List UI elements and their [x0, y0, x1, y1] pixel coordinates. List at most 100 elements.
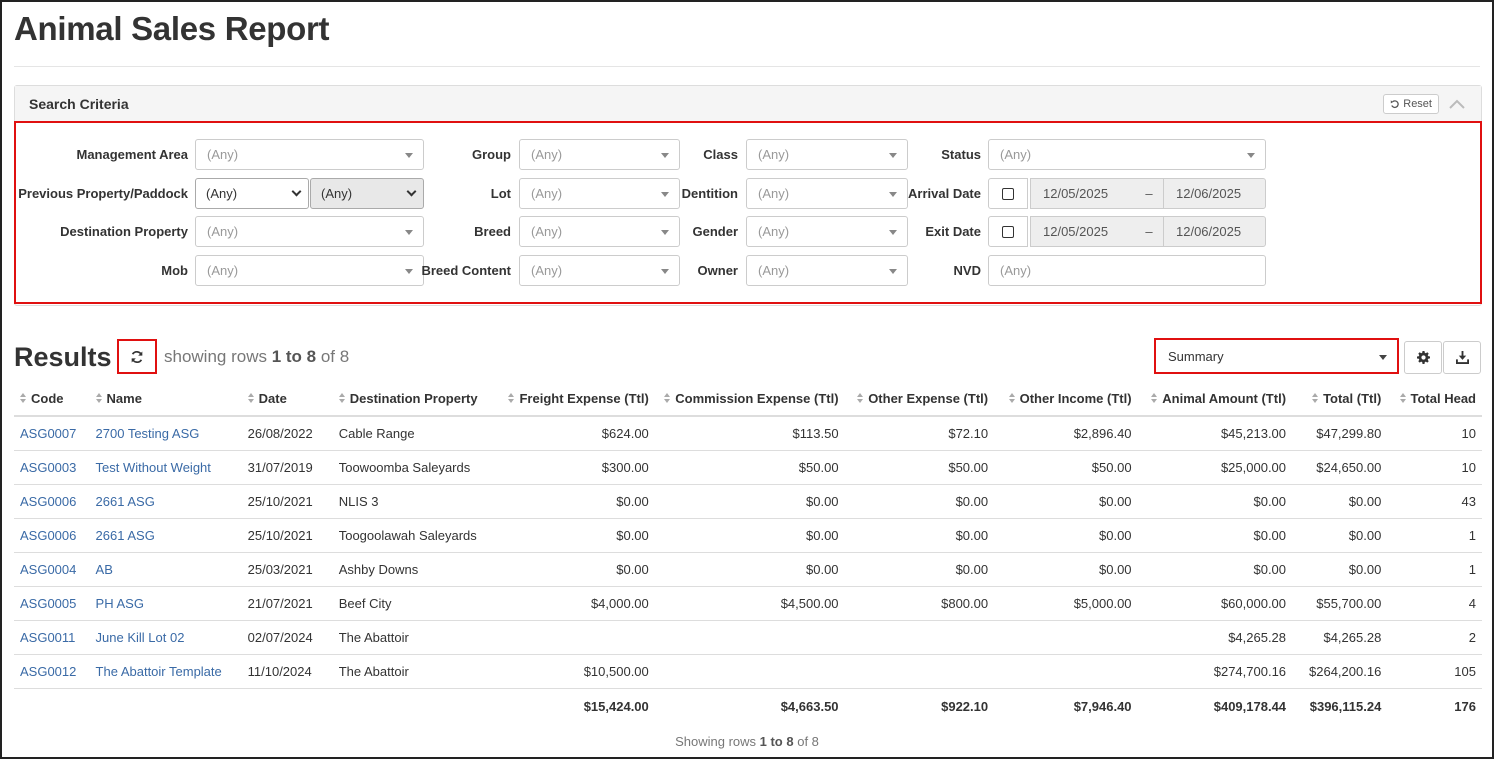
cell-other-expense [844, 654, 995, 689]
cell-date: 25/03/2021 [241, 552, 333, 587]
name-link[interactable]: June Kill Lot 02 [95, 629, 185, 645]
breed-label: Breed [474, 224, 511, 239]
cell-name: Test Without Weight [89, 450, 242, 485]
col-commission-expense[interactable]: Commission Expense (Ttl) [654, 381, 845, 417]
settings-button[interactable] [1404, 341, 1442, 374]
col-animal-amount[interactable]: Animal Amount (Ttl) [1137, 381, 1293, 417]
col-date[interactable]: Date [241, 381, 333, 417]
chevron-up-icon[interactable] [1447, 94, 1467, 114]
owner-select[interactable]: (Any) [746, 255, 908, 286]
destination-property-label: Destination Property [60, 224, 188, 239]
destination-property-select[interactable]: (Any) [195, 216, 424, 247]
table-row[interactable]: ASG0004 AB 25/03/2021 Ashby Downs $0.00 $0.00… [14, 552, 1482, 587]
col-other-income[interactable]: Other Income (Ttl) [994, 381, 1138, 417]
cell-destination-property: NLIS 3 [332, 484, 503, 519]
cell-destination-property: Cable Range [332, 416, 503, 451]
lot-select[interactable]: (Any) [519, 178, 680, 209]
col-total[interactable]: Total (Ttl) [1292, 381, 1388, 417]
code-link[interactable]: ASG0006 [20, 527, 77, 543]
cell-other-expense: $50.00 [844, 450, 995, 485]
class-label: Class [703, 147, 738, 162]
cell-animal-amount: $0.00 [1137, 518, 1293, 553]
previous-property-select[interactable]: (Any) [195, 178, 309, 209]
code-link[interactable]: ASG0007 [20, 425, 77, 441]
cell-date: 02/07/2024 [241, 620, 333, 655]
nvd-label: NVD [953, 263, 981, 278]
name-link[interactable]: 2661 ASG [95, 493, 155, 509]
table-row[interactable]: ASG0006 2661 ASG 25/10/2021 NLIS 3 $0.00 $0.0… [14, 484, 1482, 519]
dentition-value: (Any) [758, 186, 790, 201]
search-criteria-header[interactable]: Search Criteria Reset [15, 86, 1481, 122]
sort-icon [1151, 392, 1158, 404]
download-button[interactable] [1443, 341, 1481, 374]
class-select[interactable]: (Any) [746, 139, 908, 170]
gender-select[interactable]: (Any) [746, 216, 908, 247]
gender-value: (Any) [758, 224, 790, 239]
group-select[interactable]: (Any) [519, 139, 680, 170]
cell-total-head: 105 [1387, 654, 1482, 689]
refresh-button[interactable] [117, 339, 157, 374]
name-link[interactable]: Test Without Weight [95, 459, 211, 475]
table-row[interactable]: ASG0003 Test Without Weight 31/07/2019 Toow… [14, 450, 1482, 485]
col-name[interactable]: Name [89, 381, 242, 417]
cell-commission-expense: $50.00 [654, 450, 845, 485]
name-link[interactable]: PH ASG [95, 595, 144, 611]
nvd-input[interactable]: (Any) [988, 255, 1266, 286]
total-name [89, 687, 242, 724]
sort-icon [20, 392, 27, 404]
col-freight-expense[interactable]: Freight Expense (Ttl) [502, 381, 655, 417]
management-area-select[interactable]: (Any) [195, 139, 424, 170]
col-total-head[interactable]: Total Head [1387, 381, 1482, 417]
cell-commission-expense: $0.00 [654, 552, 845, 587]
col-code[interactable]: Code [14, 381, 90, 417]
dentition-select[interactable]: (Any) [746, 178, 908, 209]
table-row[interactable]: ASG0007 2700 Testing ASG 26/08/2022 Cable R… [14, 416, 1482, 451]
view-mode-select[interactable]: Summary [1154, 338, 1399, 374]
exit-date-checkbox[interactable] [988, 216, 1028, 247]
status-select[interactable]: (Any) [988, 139, 1266, 170]
name-link[interactable]: 2661 ASG [95, 527, 155, 543]
cell-animal-amount: $0.00 [1137, 552, 1293, 587]
arrival-date-from[interactable]: 12/05/2025 [1030, 178, 1136, 209]
cell-total-head: 10 [1387, 450, 1482, 485]
cell-freight-expense: $0.00 [502, 484, 655, 519]
results-count-suffix: of 8 [316, 347, 350, 366]
code-link[interactable]: ASG0006 [20, 493, 77, 509]
col-destination-property[interactable]: Destination Property [332, 381, 503, 417]
name-link[interactable]: The Abattoir Template [95, 663, 222, 679]
arrival-date-to[interactable]: 12/06/2025 [1163, 178, 1266, 209]
date-range-separator: – [1134, 216, 1164, 247]
caret-down-icon [889, 153, 897, 158]
code-link[interactable]: ASG0005 [20, 595, 77, 611]
code-link[interactable]: ASG0012 [20, 663, 77, 679]
table-row[interactable]: ASG0005 PH ASG 21/07/2021 Beef City $4,000.0… [14, 586, 1482, 621]
date-range-separator: – [1134, 178, 1164, 209]
table-row[interactable]: ASG0011 June Kill Lot 02 02/07/2024 The Aba… [14, 620, 1482, 655]
cell-date: 25/10/2021 [241, 484, 333, 519]
exit-date-to[interactable]: 12/06/2025 [1163, 216, 1266, 247]
breed-select[interactable]: (Any) [519, 216, 680, 247]
name-link[interactable]: AB [95, 561, 113, 577]
download-icon [1456, 351, 1469, 364]
results-table: Code Name Date Destination Property Frei… [14, 381, 1482, 724]
lot-label: Lot [490, 186, 511, 201]
breed-content-select[interactable]: (Any) [519, 255, 680, 286]
table-row[interactable]: ASG0012 The Abattoir Template 11/10/2024 Th… [14, 654, 1482, 689]
arrival-date-checkbox[interactable] [988, 178, 1028, 209]
name-link[interactable]: 2700 Testing ASG [95, 425, 200, 441]
cell-code: ASG0003 [14, 450, 90, 485]
breed-value: (Any) [531, 224, 563, 239]
exit-date-from[interactable]: 12/05/2025 [1030, 216, 1136, 247]
table-row[interactable]: ASG0006 2661 ASG 25/10/2021 Toogoolawah Sal… [14, 518, 1482, 553]
mob-select[interactable]: (Any) [195, 255, 424, 286]
owner-label: Owner [697, 263, 738, 278]
code-link[interactable]: ASG0011 [20, 629, 76, 645]
sort-icon [1312, 392, 1319, 404]
code-link[interactable]: ASG0004 [20, 561, 77, 577]
cell-animal-amount: $274,700.16 [1137, 654, 1293, 689]
previous-paddock-select[interactable]: (Any) [310, 178, 424, 209]
search-criteria-panel: Search Criteria Reset [14, 85, 1482, 306]
code-link[interactable]: ASG0003 [20, 459, 77, 475]
reset-button[interactable]: Reset [1383, 94, 1439, 114]
col-other-expense[interactable]: Other Expense (Ttl) [844, 381, 995, 417]
